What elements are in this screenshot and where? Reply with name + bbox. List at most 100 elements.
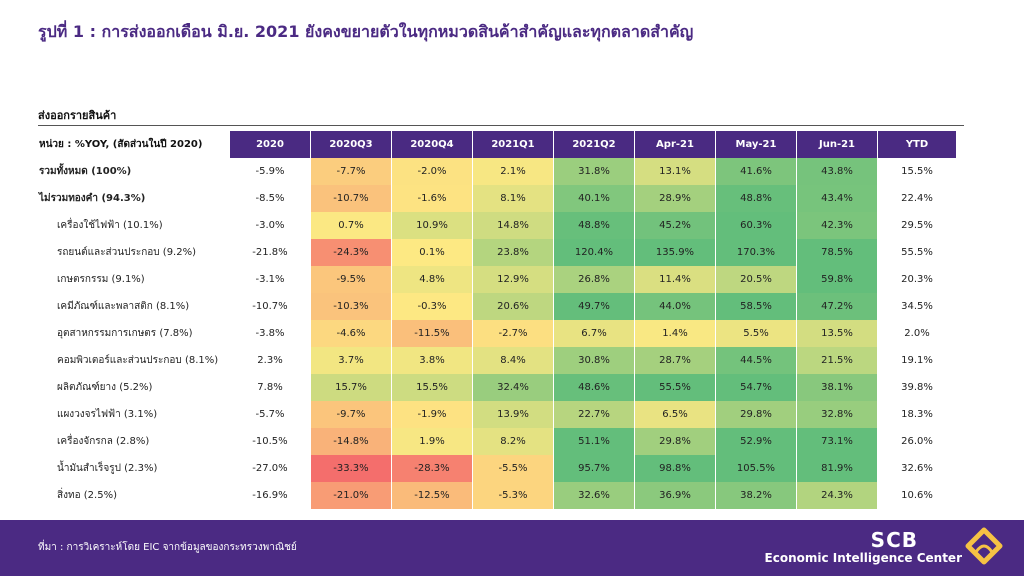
value-cell: 29.5% bbox=[901, 220, 933, 231]
value-cell: 18.3% bbox=[901, 409, 933, 420]
value-cell: 78.5% bbox=[797, 239, 877, 266]
row-label: คอมพิวเตอร์และส่วนประกอบ (8.1%) bbox=[57, 355, 219, 366]
table-row: เครื่องใช้ไฟฟ้า (10.1%) -3.0% 0.7% 10.9% 14.… bbox=[39, 212, 956, 239]
value-cell: 43.4% bbox=[797, 185, 877, 212]
value-cell: -21.8% bbox=[252, 247, 288, 258]
table-row: ไม่รวมทองคำ (94.3%) -8.5% -10.7% -1.6% 8.1% 4… bbox=[39, 185, 956, 212]
value-cell: -10.7% bbox=[252, 301, 288, 312]
value-cell: 26.8% bbox=[554, 266, 634, 293]
table-row: รวมทั้งหมด (100%) -5.9% -7.7% -2.0% 2.1% 31.8… bbox=[39, 158, 956, 185]
value-cell: 42.3% bbox=[797, 212, 877, 239]
value-cell: -1.9% bbox=[392, 401, 472, 428]
value-cell: 4.8% bbox=[392, 266, 472, 293]
value-cell: 10.6% bbox=[901, 490, 933, 501]
value-cell: 31.8% bbox=[554, 158, 634, 185]
value-cell: 8.4% bbox=[473, 347, 553, 374]
value-cell: 81.9% bbox=[797, 455, 877, 482]
value-cell: 55.5% bbox=[901, 247, 933, 258]
value-cell: 10.9% bbox=[392, 212, 472, 239]
table-row: คอมพิวเตอร์และส่วนประกอบ (8.1%) 2.3% 3.7% 3… bbox=[39, 347, 956, 374]
table-row: สิ่งทอ (2.5%) -16.9% -21.0% -12.5% -5.3% 32.6… bbox=[39, 482, 956, 509]
value-cell: 8.1% bbox=[473, 185, 553, 212]
chart-title: รูปที่ 1 : การส่งออกเดือน มิ.ย. 2021 ยัง… bbox=[38, 22, 694, 41]
value-cell: -0.3% bbox=[392, 293, 472, 320]
value-cell: 48.8% bbox=[554, 212, 634, 239]
column-header: 2021Q2 bbox=[554, 131, 634, 158]
value-cell: 38.1% bbox=[797, 374, 877, 401]
value-cell: -10.5% bbox=[252, 436, 288, 447]
value-cell: 98.8% bbox=[635, 455, 715, 482]
value-cell: 105.5% bbox=[716, 455, 796, 482]
value-cell: 22.7% bbox=[554, 401, 634, 428]
value-cell: 36.9% bbox=[635, 482, 715, 509]
value-cell: 2.1% bbox=[473, 158, 553, 185]
brand-name: SCB bbox=[870, 528, 918, 552]
table-row: แผงวงจรไฟฟ้า (3.1%) -5.7% -9.7% -1.9% 13.9% 2… bbox=[39, 401, 956, 428]
value-cell: 13.5% bbox=[797, 320, 877, 347]
row-label: รวมทั้งหมด (100%) bbox=[39, 166, 132, 177]
value-cell: 60.3% bbox=[716, 212, 796, 239]
value-cell: 29.8% bbox=[635, 428, 715, 455]
value-cell: 6.5% bbox=[635, 401, 715, 428]
value-cell: 28.9% bbox=[635, 185, 715, 212]
value-cell: 43.8% bbox=[797, 158, 877, 185]
row-label: เคมีภัณฑ์และพลาสติก (8.1%) bbox=[57, 301, 190, 312]
heading-divider bbox=[38, 125, 964, 126]
value-cell: 7.8% bbox=[257, 382, 283, 393]
value-cell: -28.3% bbox=[392, 455, 472, 482]
value-cell: -2.0% bbox=[392, 158, 472, 185]
value-cell: 13.9% bbox=[473, 401, 553, 428]
value-cell: -3.1% bbox=[255, 274, 285, 285]
value-cell: 48.8% bbox=[716, 185, 796, 212]
table-header-row: หน่วย : %YOY, (สัดส่วนในปี 2020) 2020 202… bbox=[39, 131, 956, 158]
value-cell: -24.3% bbox=[311, 239, 391, 266]
value-cell: 48.6% bbox=[554, 374, 634, 401]
value-cell: -8.5% bbox=[255, 193, 285, 204]
value-cell: 34.5% bbox=[901, 301, 933, 312]
value-cell: 59.8% bbox=[797, 266, 877, 293]
value-cell: 45.2% bbox=[635, 212, 715, 239]
value-cell: 39.8% bbox=[901, 382, 933, 393]
value-cell: 21.5% bbox=[797, 347, 877, 374]
column-header: YTD bbox=[878, 131, 956, 158]
value-cell: 32.4% bbox=[473, 374, 553, 401]
table-row: อุตสาหกรรมการเกษตร (7.8%) -3.8% -4.6% -11.5… bbox=[39, 320, 956, 347]
table-row: รถยนต์และส่วนประกอบ (9.2%) -21.8% -24.3% 0.… bbox=[39, 239, 956, 266]
value-cell: 15.5% bbox=[392, 374, 472, 401]
value-cell: 54.7% bbox=[716, 374, 796, 401]
row-label: เกษตรกรรม (9.1%) bbox=[57, 274, 145, 285]
value-cell: -14.8% bbox=[311, 428, 391, 455]
value-cell: 44.0% bbox=[635, 293, 715, 320]
value-cell: 20.3% bbox=[901, 274, 933, 285]
value-cell: 47.2% bbox=[797, 293, 877, 320]
value-cell: 20.5% bbox=[716, 266, 796, 293]
column-header: 2021Q1 bbox=[473, 131, 553, 158]
value-cell: -21.0% bbox=[311, 482, 391, 509]
value-cell: 32.6% bbox=[554, 482, 634, 509]
value-cell: 13.1% bbox=[635, 158, 715, 185]
value-cell: 23.8% bbox=[473, 239, 553, 266]
value-cell: 28.7% bbox=[635, 347, 715, 374]
column-header: 2020 bbox=[230, 131, 310, 158]
value-cell: 11.4% bbox=[635, 266, 715, 293]
value-cell: -27.0% bbox=[252, 463, 288, 474]
value-cell: -11.5% bbox=[392, 320, 472, 347]
value-cell: 29.8% bbox=[716, 401, 796, 428]
value-cell: -3.8% bbox=[255, 328, 285, 339]
value-cell: 44.5% bbox=[716, 347, 796, 374]
value-cell: 3.8% bbox=[392, 347, 472, 374]
value-cell: 0.7% bbox=[311, 212, 391, 239]
value-cell: 20.6% bbox=[473, 293, 553, 320]
row-label: น้ำมันสำเร็จรูป (2.3%) bbox=[57, 463, 158, 474]
value-cell: 41.6% bbox=[716, 158, 796, 185]
value-cell: 0.1% bbox=[392, 239, 472, 266]
table-row: เครื่องจักรกล (2.8%) -10.5% -14.8% 1.9% 8.2%… bbox=[39, 428, 956, 455]
table-body: รวมทั้งหมด (100%) -5.9% -7.7% -2.0% 2.1% 31.8… bbox=[39, 158, 956, 509]
table-heading: ส่งออกรายสินค้า bbox=[38, 109, 117, 122]
brand-subtitle: Economic Intelligence Center bbox=[764, 551, 962, 565]
value-cell: -5.5% bbox=[473, 455, 553, 482]
value-cell: 95.7% bbox=[554, 455, 634, 482]
value-cell: 5.5% bbox=[716, 320, 796, 347]
value-cell: -16.9% bbox=[252, 490, 288, 501]
value-cell: -10.3% bbox=[311, 293, 391, 320]
